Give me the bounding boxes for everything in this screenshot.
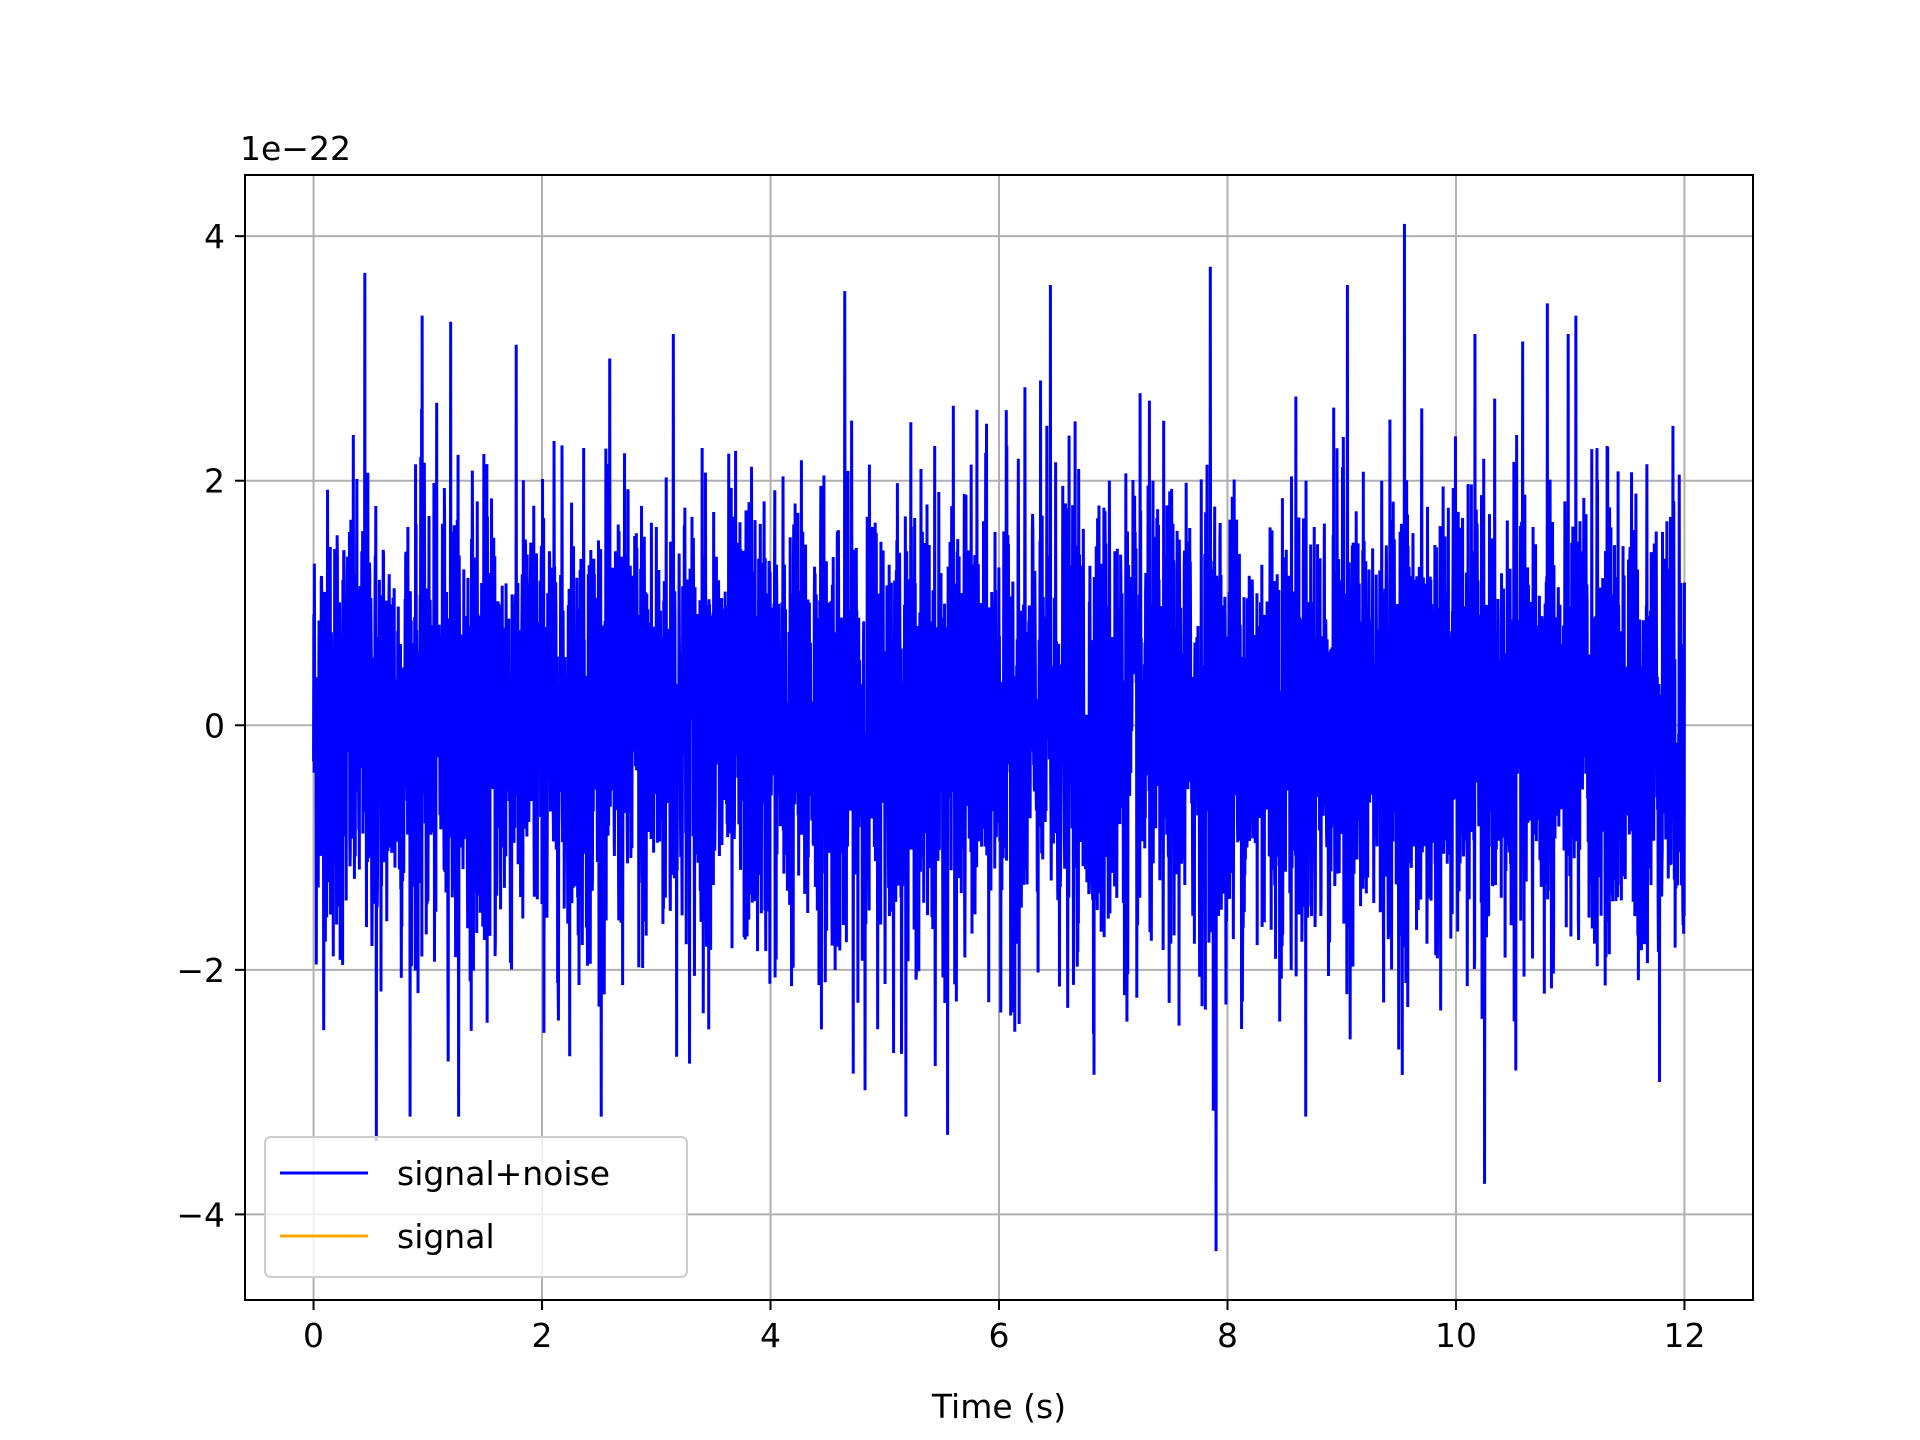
y-tick-label: 0: [204, 706, 225, 745]
x-tick-label: 12: [1663, 1316, 1705, 1355]
x-tick-label: 8: [1217, 1316, 1238, 1355]
legend: signal+noise signal: [264, 1136, 688, 1278]
y-tick-label: 4: [204, 217, 225, 256]
x-tick-label: 4: [760, 1316, 781, 1355]
legend-label-signal: signal: [397, 1217, 495, 1256]
x-tick-label: 10: [1435, 1316, 1477, 1355]
x-axis: 0 2 4 6 8 10 12: [303, 1300, 1705, 1355]
series-line-signal-noise: [312, 223, 1686, 1252]
legend-label-signal-noise: signal+noise: [397, 1154, 610, 1193]
x-axis-label: Time (s): [931, 1387, 1066, 1426]
y-tick-label: 2: [204, 462, 225, 501]
y-tick-label: −4: [176, 1195, 225, 1234]
y-offset-text: 1e−22: [240, 129, 351, 168]
x-tick-label: 2: [532, 1316, 553, 1355]
x-tick-label: 0: [303, 1316, 324, 1355]
y-axis: −4 −2 0 2 4: [176, 217, 245, 1234]
x-tick-label: 6: [989, 1316, 1010, 1355]
plot-area: [312, 223, 1686, 1252]
legend-box: [264, 1136, 688, 1278]
y-tick-label: −2: [176, 951, 225, 990]
